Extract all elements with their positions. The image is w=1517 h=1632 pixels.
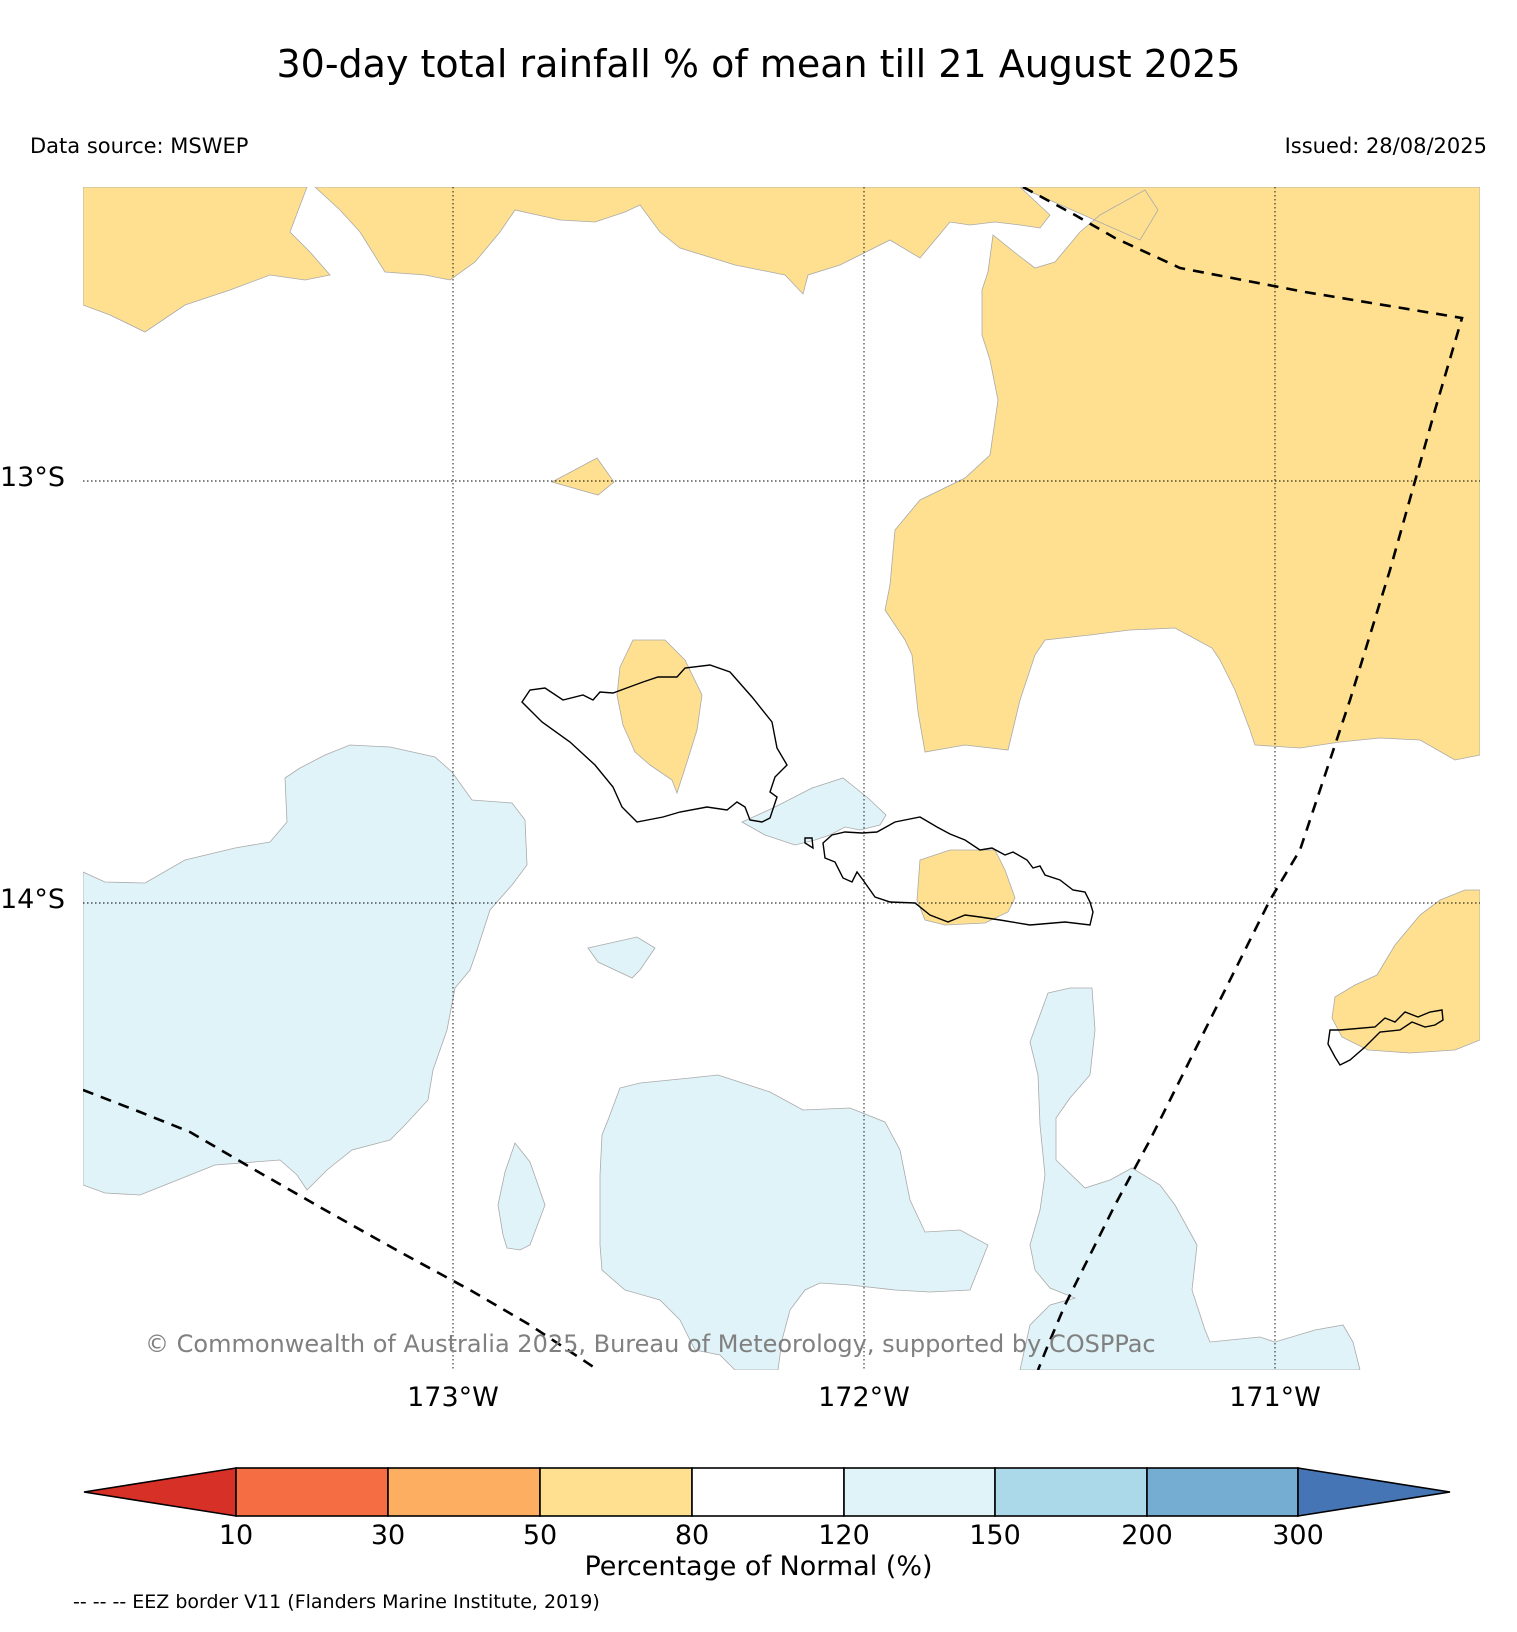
colorbar-bin-under-10: [83, 1467, 237, 1517]
colorbar-bin-30-50: [387, 1467, 541, 1517]
upolu-coastline: [822, 816, 1094, 926]
colorbar-bin-150-200: [994, 1467, 1148, 1517]
region-top-center: [314, 187, 1051, 295]
colorbar: [83, 1467, 1451, 1517]
map-title: 30-day total rainfall % of mean till 21 …: [276, 42, 1241, 86]
colorbar-bin-80-120: [691, 1467, 845, 1517]
issued-date-label: Issued: 28/08/2025: [1284, 134, 1487, 158]
colorbar-bin-10-30: [235, 1467, 389, 1517]
colorbar-tick: 30: [370, 1520, 406, 1551]
region-south-center: [599, 1074, 989, 1370]
eez-legend-note: -- -- -- EEZ border V11 (Flanders Marine…: [73, 1591, 600, 1613]
colorbar-tick: 300: [1272, 1520, 1324, 1551]
copyright-notice: © Commonwealth of Australia 2025, Bureau…: [145, 1330, 1156, 1358]
colorbar-tick: 10: [218, 1520, 254, 1551]
region-west-large: [83, 744, 528, 1196]
lon-label-171w: 171°W: [1229, 1382, 1321, 1413]
savaii-coastline: [521, 664, 788, 823]
data-source-label: Data source: MSWEP: [30, 134, 249, 158]
colorbar-title: Percentage of Normal (%): [584, 1551, 933, 1582]
above-normal-regions: [83, 744, 1361, 1370]
region-south-east: [1019, 987, 1361, 1370]
colorbar-bin-50-80: [539, 1467, 693, 1517]
region-small-tri: [587, 936, 656, 979]
tutuila-coastline: [1327, 1009, 1444, 1066]
region-small-oval: [497, 1142, 546, 1251]
colorbar-tick: 150: [969, 1520, 1021, 1551]
region-small-north: [550, 457, 615, 496]
lat-label-14s: 14°S: [0, 884, 65, 915]
region-top-left: [83, 187, 331, 333]
region-savaii: [616, 639, 703, 795]
region-upolu: [916, 849, 1016, 926]
region-tutuila: [1331, 889, 1480, 1054]
region-small-wedge: [741, 777, 887, 846]
coastlines: [521, 664, 1444, 1066]
eez-border: [83, 187, 1464, 1370]
colorbar-bin-over-300: [1297, 1467, 1451, 1517]
map-area: [83, 187, 1480, 1370]
colorbar-tick: 200: [1121, 1520, 1173, 1551]
lat-label-13s: 13°S: [0, 462, 65, 493]
colorbar-bin-200-300: [1146, 1467, 1299, 1517]
colorbar-tick: 50: [522, 1520, 558, 1551]
lon-label-173w: 173°W: [407, 1382, 499, 1413]
manono-islet: [804, 837, 814, 850]
gridlines: [83, 187, 1480, 1370]
region-top-right: [884, 187, 1480, 761]
below-normal-regions: [83, 187, 1480, 1054]
colorbar-tick: 120: [818, 1520, 870, 1551]
colorbar-tick: 80: [674, 1520, 710, 1551]
lon-label-172w: 172°W: [818, 1382, 910, 1413]
colorbar-bin-120-150: [843, 1467, 996, 1517]
